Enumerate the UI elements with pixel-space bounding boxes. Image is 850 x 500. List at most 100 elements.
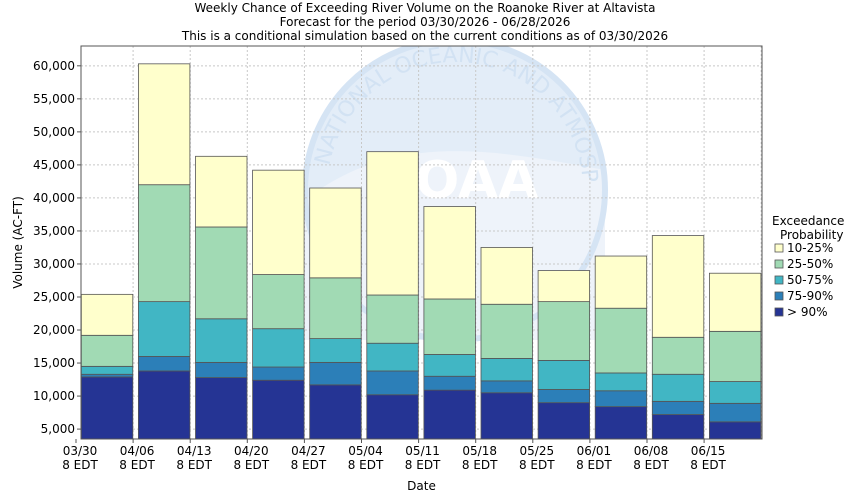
- legend-swatch: [774, 259, 784, 269]
- bar-segment: [651, 373, 705, 402]
- bar-segment: [709, 381, 762, 404]
- y-tick-label: 35,000: [33, 224, 75, 238]
- bar-segment: [195, 226, 248, 320]
- legend-label: 75-90%: [787, 289, 833, 303]
- chart-subtitle-condition: This is a conditional simulation based o…: [181, 29, 669, 43]
- bar-segment: [137, 63, 191, 186]
- legend-swatch: [774, 291, 784, 301]
- x-tick-label: 04/20: [234, 444, 269, 458]
- legend-title: Exceedance: [772, 214, 844, 228]
- bar-segment: [651, 414, 705, 440]
- bar-segment: [651, 235, 705, 338]
- bar-segment: [366, 151, 419, 296]
- bar-segment: [366, 370, 419, 396]
- x-tick-label: 8 EDT: [348, 458, 384, 472]
- bar-segment: [80, 376, 134, 440]
- bar-segment: [309, 384, 362, 440]
- x-tick-label: 05/25: [520, 444, 555, 458]
- bar-segment: [594, 372, 648, 392]
- bar-segment: [252, 366, 305, 381]
- axes: 5,000 10,000 15,000 20,000 25,000 30,000 35,00…: [11, 45, 763, 493]
- x-tick-label: 8 EDT: [633, 458, 669, 472]
- bar-segment: [423, 206, 476, 300]
- x-tick-label: 04/13: [177, 444, 212, 458]
- bar-segment: [195, 361, 248, 378]
- legend-swatch: [774, 307, 784, 317]
- legend-label: 25-50%: [787, 257, 833, 271]
- x-tick-label: 8 EDT: [233, 458, 269, 472]
- y-tick-label: 40,000: [33, 191, 75, 205]
- y-tick-label: 10,000: [33, 389, 75, 403]
- y-tick-label: 30,000: [33, 257, 75, 271]
- bar-segment: [594, 307, 648, 374]
- bar-segment: [480, 247, 533, 305]
- x-tick-label: 05/04: [348, 444, 383, 458]
- bar-segment: [423, 375, 476, 391]
- bar-segment: [709, 272, 762, 332]
- bar-segment: [80, 365, 134, 375]
- x-tick-label: 8 EDT: [519, 458, 555, 472]
- bar-segment: [709, 330, 762, 382]
- bar-segment: [480, 392, 533, 440]
- y-tick-label: 50,000: [33, 125, 75, 139]
- bar-segment: [423, 354, 476, 377]
- bar-segment: [651, 400, 705, 415]
- bar-segment: [537, 402, 590, 440]
- x-tick-label: 8 EDT: [690, 458, 726, 472]
- legend-label: > 90%: [787, 305, 828, 319]
- bar-segment: [480, 303, 533, 359]
- bar-segment: [309, 277, 362, 340]
- bar-segment: [651, 336, 705, 375]
- y-tick-label: 5,000: [41, 422, 75, 436]
- bar-segment: [137, 356, 191, 372]
- bar-segment: [137, 370, 191, 440]
- x-tick-label: 8 EDT: [576, 458, 612, 472]
- bar-segment: [537, 359, 590, 390]
- bar-segment: [366, 294, 419, 344]
- bar-segment: [537, 270, 590, 303]
- x-tick-label: 05/11: [405, 444, 440, 458]
- bar-segment: [480, 380, 533, 394]
- bar-segment: [309, 187, 362, 279]
- bar-segment: [252, 169, 305, 275]
- bar-segment: [195, 318, 248, 363]
- legend-label: 10-25%: [787, 241, 833, 255]
- bar-segment: [423, 389, 476, 440]
- x-tick-label: 8 EDT: [62, 458, 98, 472]
- bar-segment: [709, 402, 762, 423]
- bar-segment: [252, 379, 305, 440]
- y-tick-label: 60,000: [33, 59, 75, 73]
- y-tick-label: 55,000: [33, 92, 75, 106]
- plot-frame: [80, 45, 763, 440]
- x-tick-label: 8 EDT: [176, 458, 212, 472]
- x-tick-label: 8 EDT: [462, 458, 498, 472]
- x-tick-label: 05/18: [462, 444, 497, 458]
- legend-title: Probability: [780, 228, 843, 242]
- y-axis-label: Volume (AC-FT): [11, 196, 25, 289]
- x-tick-label: 06/08: [634, 444, 669, 458]
- bar-segment: [137, 184, 191, 303]
- x-axis-label: Date: [407, 479, 436, 493]
- legend-label: 50-75%: [787, 273, 833, 287]
- x-tick-label: 06/01: [577, 444, 612, 458]
- y-tick-label: 15,000: [33, 356, 75, 370]
- bar-segment: [309, 361, 362, 386]
- bar-segment: [366, 342, 419, 372]
- bar-segment: [537, 301, 590, 361]
- bar-segment: [366, 394, 419, 440]
- bar-segment: [80, 334, 134, 367]
- bar-segment: [252, 274, 305, 330]
- bar-segment: [594, 406, 648, 440]
- bar-segment: [195, 155, 248, 228]
- bar-segment: [195, 377, 248, 440]
- x-tick-label: 06/15: [691, 444, 726, 458]
- y-tick-label: 45,000: [33, 158, 75, 172]
- chart-subtitle-period: Forecast for the period 03/30/2026 - 06/…: [279, 15, 571, 29]
- x-tick-label: 8 EDT: [405, 458, 441, 472]
- bar-segment: [423, 298, 476, 355]
- bar-segment: [309, 338, 362, 363]
- bar-segment: [137, 301, 191, 357]
- x-tick-label: 04/06: [120, 444, 155, 458]
